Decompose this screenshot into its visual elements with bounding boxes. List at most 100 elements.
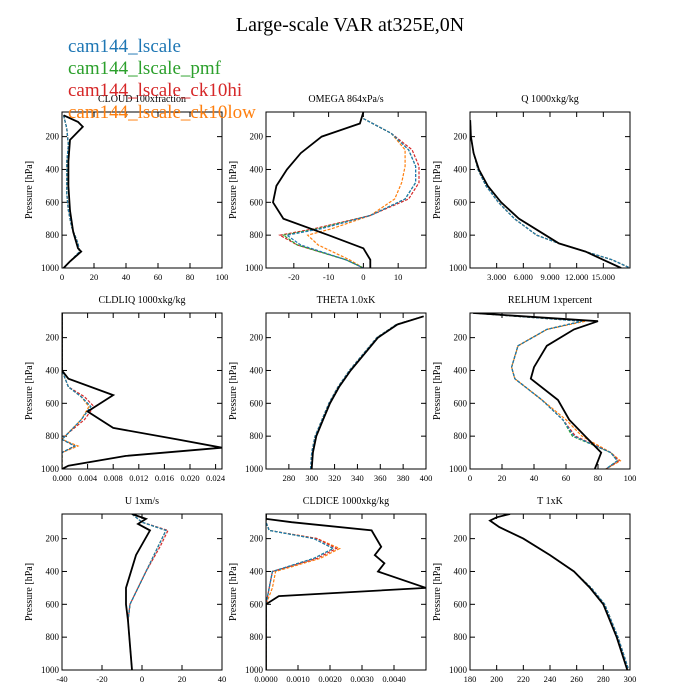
x-tick-label: 300 — [305, 473, 318, 483]
series-line — [310, 315, 424, 469]
series-line — [488, 514, 630, 670]
x-tick-label: 20 — [498, 473, 507, 483]
plot-frame — [469, 111, 631, 269]
y-tick-label: 1000 — [245, 665, 264, 675]
series-line — [310, 315, 424, 469]
plot-frame — [265, 111, 427, 269]
panel-title: CLDICE 1000xkg/kg — [303, 496, 389, 507]
panel: CLDICE 1000xkg/kg Pressure [hPa] 200 400 600… — [228, 496, 427, 684]
y-tick-label: 800 — [454, 431, 468, 441]
series-line — [310, 315, 424, 469]
y-tick-label: 1000 — [245, 464, 264, 474]
x-tick-label: -10 — [323, 272, 334, 282]
series-line — [473, 313, 619, 469]
y-tick-label: 800 — [250, 230, 264, 240]
x-tick-label: 6.000 — [514, 272, 533, 282]
x-tick-label: 0.0040 — [382, 674, 405, 684]
series-line — [310, 315, 424, 469]
y-tick-label: 800 — [250, 632, 264, 642]
x-tick-label: 0.000 — [52, 473, 71, 483]
x-tick-label: 380 — [397, 473, 410, 483]
x-tick-label: 40 — [530, 473, 539, 483]
y-tick-label: 600 — [250, 197, 264, 207]
x-tick-label: 3.000 — [487, 272, 506, 282]
y-tick-label: 400 — [46, 566, 60, 576]
x-tick-label: 60 — [562, 473, 571, 483]
x-tick-label: 80 — [594, 473, 603, 483]
x-tick-label: 0.0000 — [254, 674, 277, 684]
x-tick-label: 80 — [186, 272, 195, 282]
y-tick-label: 600 — [250, 599, 264, 609]
y-tick-label: 1000 — [449, 464, 468, 474]
y-tick-label: 600 — [46, 197, 60, 207]
x-tick-label: 0 — [361, 272, 365, 282]
y-tick-label: 400 — [454, 566, 468, 576]
y-axis-label: Pressure [hPa] — [24, 362, 35, 420]
x-tick-label: 360 — [374, 473, 387, 483]
legend-item: cam144_lscale — [68, 36, 181, 57]
x-tick-label: 0.016 — [155, 473, 174, 483]
y-tick-label: 200 — [454, 534, 468, 544]
plot-frame — [61, 513, 223, 671]
y-tick-label: 600 — [250, 398, 264, 408]
y-tick-label: 400 — [46, 164, 60, 174]
x-tick-label: 0 — [468, 473, 472, 483]
y-tick-label: 200 — [454, 333, 468, 343]
x-tick-label: 100 — [624, 473, 637, 483]
series-line — [470, 120, 622, 268]
y-tick-label: 1000 — [41, 464, 60, 474]
series-line — [488, 514, 630, 670]
x-tick-label: 280 — [597, 674, 610, 684]
legend-item: cam144_lscale_pmf — [68, 58, 222, 79]
y-tick-label: 400 — [250, 566, 264, 576]
y-tick-label: 800 — [46, 230, 60, 240]
x-tick-label: 40 — [218, 674, 227, 684]
y-tick-label: 600 — [454, 398, 468, 408]
y-axis-label: Pressure [hPa] — [228, 563, 239, 621]
x-tick-label: 0 — [140, 674, 144, 684]
panel-title: CLOUD 100xfraction — [98, 94, 186, 105]
x-tick-label: 0.0020 — [318, 674, 341, 684]
panel-title: OMEGA 864xPa/s — [308, 94, 383, 105]
x-tick-label: 12.000 — [565, 272, 588, 282]
series-line — [266, 514, 335, 670]
panel-title: Q 1000xkg/kg — [521, 94, 579, 105]
y-tick-label: 1000 — [449, 665, 468, 675]
panel: OMEGA 864xPa/s Pressure [hPa] 200 400 600 800… — [228, 94, 427, 282]
plot-frame — [265, 312, 427, 470]
y-tick-label: 1000 — [41, 665, 60, 675]
panel-title: U 1xm/s — [125, 496, 159, 507]
plot-frame — [469, 312, 631, 470]
x-tick-label: 0.020 — [180, 473, 199, 483]
series-line — [266, 514, 341, 670]
series-line — [62, 313, 92, 469]
panel: Q 1000xkg/kg Pressure [hPa] 200 400 600 800 10… — [432, 94, 631, 282]
series-line — [473, 313, 603, 469]
series-line — [125, 514, 152, 670]
y-tick-label: 800 — [454, 632, 468, 642]
x-tick-label: 240 — [544, 674, 557, 684]
y-tick-label: 600 — [454, 197, 468, 207]
panel-title: CLDLIQ 1000xkg/kg — [99, 295, 186, 306]
y-tick-label: 200 — [46, 534, 60, 544]
series-line — [62, 313, 222, 469]
y-tick-label: 1000 — [449, 263, 468, 273]
y-tick-label: 400 — [250, 365, 264, 375]
x-tick-label: 40 — [122, 272, 131, 282]
y-tick-label: 200 — [454, 132, 468, 142]
series-line — [266, 514, 426, 670]
panel: CLDLIQ 1000xkg/kg Pressure [hPa] 200 400 600… — [24, 295, 226, 483]
x-tick-label: -20 — [96, 674, 107, 684]
x-tick-label: 20 — [90, 272, 99, 282]
y-axis-label: Pressure [hPa] — [24, 161, 35, 219]
x-tick-label: 0.008 — [104, 473, 123, 483]
series-line — [488, 514, 630, 670]
x-tick-label: 340 — [351, 473, 364, 483]
x-tick-label: 100 — [216, 272, 229, 282]
y-axis-label: Pressure [hPa] — [432, 161, 443, 219]
y-axis-label: Pressure [hPa] — [432, 362, 443, 420]
y-tick-label: 600 — [46, 398, 60, 408]
y-tick-label: 200 — [46, 333, 60, 343]
